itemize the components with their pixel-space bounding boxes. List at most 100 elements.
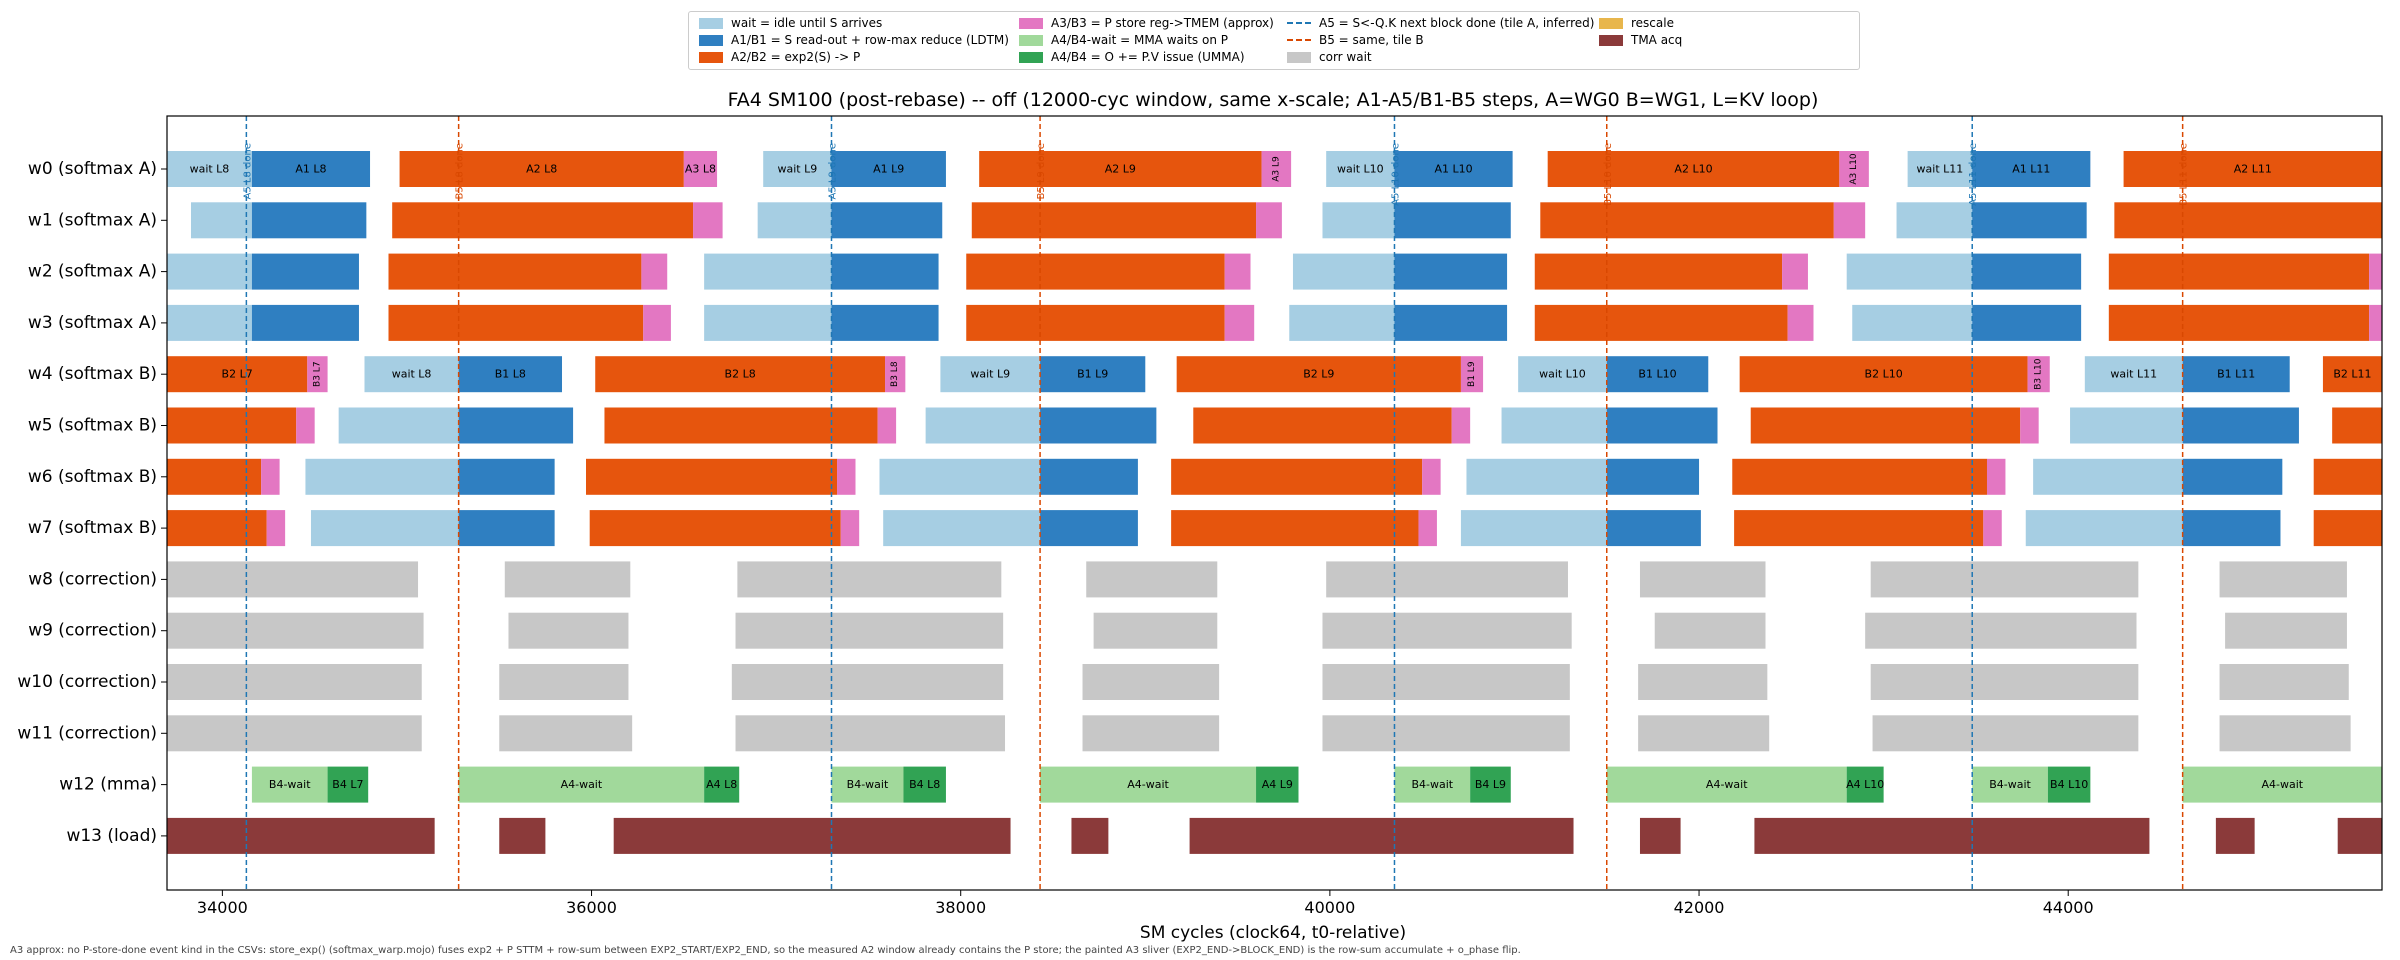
- bar-readout: [1394, 253, 1508, 290]
- bar-exp: [1193, 407, 1452, 444]
- bar-label: A3 L9: [1271, 156, 1281, 182]
- bar-tma: [1189, 817, 1574, 854]
- bar-wait: [310, 510, 459, 547]
- legend-label: A2/B2 = exp2(S) -> P: [731, 50, 861, 64]
- bar-label: B1 L9: [1077, 368, 1108, 381]
- bar-corr: [167, 561, 419, 598]
- bar-store: [1986, 458, 2006, 495]
- bar-store: [693, 202, 723, 239]
- bar-tma: [1639, 817, 1681, 854]
- legend-item: rescale: [1599, 16, 1674, 30]
- bar-corr: [735, 612, 1004, 649]
- bar-tma: [613, 817, 1011, 854]
- row-label: w13 (load): [66, 826, 157, 846]
- legend-item: A4/B4 = O += P.V issue (UMMA): [1019, 50, 1245, 64]
- bar-exp: [1171, 458, 1423, 495]
- bar-label: A4-wait: [561, 778, 603, 791]
- bar-exp: [1739, 356, 2028, 393]
- bar-store: [1782, 253, 1808, 290]
- bar-corr: [2219, 561, 2347, 598]
- bar-label: wait L11: [2110, 368, 2157, 381]
- bar-wait: [925, 407, 1041, 444]
- bar-mmawait: [831, 766, 904, 803]
- bar-exp: [388, 304, 644, 341]
- row-label: w7 (softmax B): [28, 518, 157, 538]
- bar-label: B1 L10: [1638, 368, 1676, 381]
- bar-corr: [504, 561, 631, 598]
- bar-label: A4 L10: [1846, 778, 1884, 791]
- bar-label: A4-wait: [2262, 778, 2304, 791]
- marker-label: A5 L10 done: [1390, 143, 1401, 206]
- legend: wait = idle until S arrives A1/B1 = S rea…: [688, 11, 1860, 70]
- bar-store: [885, 356, 906, 393]
- row-label: w0 (softmax A): [28, 159, 157, 179]
- bar-readout: [1606, 356, 1709, 393]
- row-9: [167, 612, 2347, 649]
- bar-readout: [1040, 356, 1146, 393]
- bar-store: [1261, 151, 1292, 187]
- bar-label: A1 L10: [1434, 163, 1472, 176]
- bar-corr: [1870, 561, 2139, 598]
- marker-label: B5 L9 done: [1036, 143, 1047, 199]
- bar-label: A2 L10: [1674, 163, 1712, 176]
- legend-label: TMA acq: [1631, 33, 1683, 47]
- bar-tma: [1754, 817, 2150, 854]
- x-axis-label: SM cycles (clock64, t0-relative): [1140, 923, 1406, 943]
- bar-store: [1460, 356, 1484, 393]
- bar-corr: [508, 612, 629, 649]
- bar-label: B4-wait: [847, 778, 889, 791]
- legend-item: wait = idle until S arrives: [699, 16, 882, 30]
- bar-exp: [1734, 510, 1984, 547]
- bar-exp: [979, 151, 1262, 187]
- bar-readout: [831, 253, 939, 290]
- bar-label: B3 L8: [890, 361, 900, 387]
- bar-wait: [883, 510, 1041, 547]
- bar-exp: [1534, 253, 1783, 290]
- bar-store: [877, 407, 897, 444]
- bar-store: [837, 458, 856, 495]
- bar-label: wait L8: [392, 368, 432, 381]
- marker-label: B5 L11 done: [2179, 143, 2190, 206]
- x-tick-label: 44000: [2043, 898, 2094, 917]
- bar-corr: [167, 664, 422, 700]
- legend-color-swatch: [1287, 51, 1311, 63]
- marker-label: B5 L8 done: [455, 143, 466, 199]
- bar-corr: [2219, 664, 2349, 700]
- legend-color-swatch: [699, 34, 723, 46]
- bar-store: [266, 510, 286, 547]
- bar-corr: [1639, 561, 1766, 598]
- bar-corr: [499, 715, 633, 752]
- bar-corr: [1082, 664, 1220, 700]
- legend-item: TMA acq: [1599, 33, 1682, 47]
- bar-exp: [2114, 202, 2382, 239]
- bar-tma: [167, 817, 435, 854]
- row-8: [167, 561, 2347, 598]
- bar-exp: [1176, 356, 1461, 393]
- bar-wait: [305, 458, 459, 495]
- row-label: w12 (mma): [59, 775, 157, 795]
- marker-label: B5 L10 done: [1603, 143, 1614, 206]
- row-4: B2 L7 B3 L7 wait L8 B1 L8 B2 L8 B3 L8 wait L9 B…: [167, 356, 2382, 393]
- bar-exp: [167, 356, 308, 393]
- bar-exp: [167, 407, 297, 444]
- legend-item: corr wait: [1287, 50, 1372, 64]
- bar-label: B1 L8: [495, 368, 526, 381]
- bar-label: A1 L8: [295, 163, 326, 176]
- bar-label: A2 L11: [2234, 163, 2272, 176]
- row-label: w1 (softmax A): [28, 210, 157, 230]
- row-label: w6 (softmax B): [28, 467, 157, 487]
- bar-exp: [589, 510, 841, 547]
- legend-color-swatch: [1019, 17, 1043, 29]
- row-12: B4-wait B4 L7 A4-wait A4 L8 B4-wait B4 L8 A4-w…: [251, 766, 2382, 803]
- row-1: [190, 202, 2382, 239]
- bar-exp: [167, 510, 267, 547]
- bar-label: wait L11: [1917, 163, 1964, 176]
- bar-store: [1839, 151, 1869, 187]
- bar-mmawait: [1394, 766, 1471, 803]
- bar-exp: [1540, 202, 1834, 239]
- legend-label: A4/B4 = O += P.V issue (UMMA): [1051, 50, 1245, 64]
- bar-readout: [1606, 510, 1701, 547]
- marker-label: A5 L11 done: [1968, 143, 1979, 206]
- row-3: [167, 304, 2382, 341]
- row-label: w9 (correction): [28, 621, 157, 641]
